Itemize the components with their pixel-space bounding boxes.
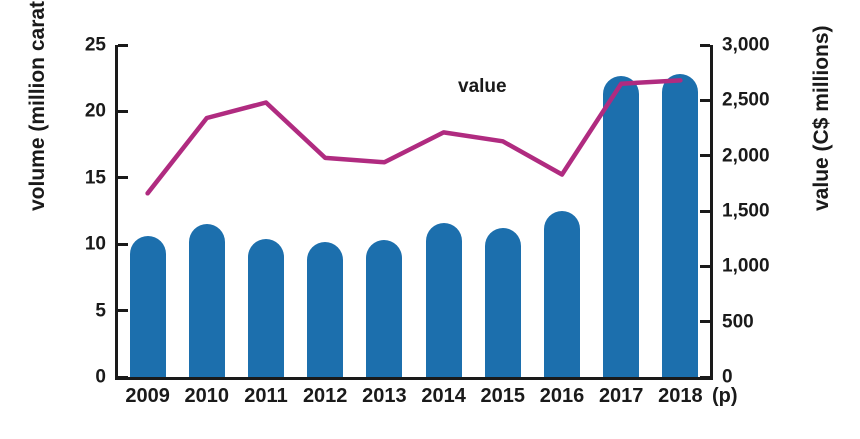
right-tick-mark <box>700 154 710 158</box>
left-tick-label: 20 <box>84 100 106 122</box>
volume-bar <box>188 224 225 377</box>
right-tick-label: 500 <box>722 311 754 333</box>
right-tick-label: 3,000 <box>722 34 770 56</box>
x-tick-label: 2016 <box>539 385 585 407</box>
left-tick-mark <box>118 176 128 180</box>
right-tick-label: 2,000 <box>722 145 770 167</box>
x-tick-label: 2012 <box>302 385 348 407</box>
volume-bar <box>129 236 166 377</box>
right-tick-mark <box>700 209 710 213</box>
right-tick-mark <box>700 98 710 102</box>
left-tick-label: 5 <box>95 300 106 322</box>
left-tick-mark <box>118 375 128 379</box>
x-tick-label: 2013 <box>362 385 407 407</box>
x-tick-label: 2010 <box>184 385 230 407</box>
left-tick-label: 15 <box>84 167 106 189</box>
x-tick-label: 2009 <box>125 385 170 407</box>
volume-bar <box>603 75 640 377</box>
x-tick-label: 2018 <box>658 385 703 407</box>
volume-bar <box>248 238 284 377</box>
x-tick-label: 2015 <box>480 385 526 407</box>
left-tick-label: 25 <box>84 34 106 56</box>
right-tick-mark <box>700 320 710 324</box>
right-tick-label: 1,000 <box>722 255 770 277</box>
right-axis-line <box>710 45 713 380</box>
left-tick-label: 0 <box>95 366 106 388</box>
volume-bar <box>366 240 403 377</box>
left-tick-mark <box>118 109 128 113</box>
volume-bar <box>425 222 462 377</box>
left-tick-mark <box>118 43 128 47</box>
right-tick-mark <box>700 264 710 268</box>
x-axis-line <box>115 377 713 380</box>
volume-bar <box>662 74 699 377</box>
right-tick-label: 2,500 <box>722 89 770 111</box>
right-tick-label: 1,500 <box>722 200 770 222</box>
x-tick-label: 2017 <box>598 385 644 407</box>
left-tick-mark <box>118 309 128 313</box>
right-tick-label: 0 <box>722 366 733 388</box>
volume-bar <box>307 241 344 377</box>
volume-bar <box>484 228 521 377</box>
left-tick-mark <box>118 242 128 246</box>
value-line-label: value <box>458 76 507 97</box>
value-line <box>145 78 683 196</box>
x-axis-suffix: (p) <box>712 385 738 407</box>
value-line-path <box>145 78 683 196</box>
left-tick-label: 10 <box>84 233 106 255</box>
volume-bar <box>544 211 580 377</box>
left-axis-line <box>115 45 118 380</box>
right-tick-mark <box>700 43 710 47</box>
right-tick-mark <box>700 375 710 379</box>
x-tick-label: 2014 <box>421 385 466 407</box>
x-tick-label: 2011 <box>244 385 288 407</box>
